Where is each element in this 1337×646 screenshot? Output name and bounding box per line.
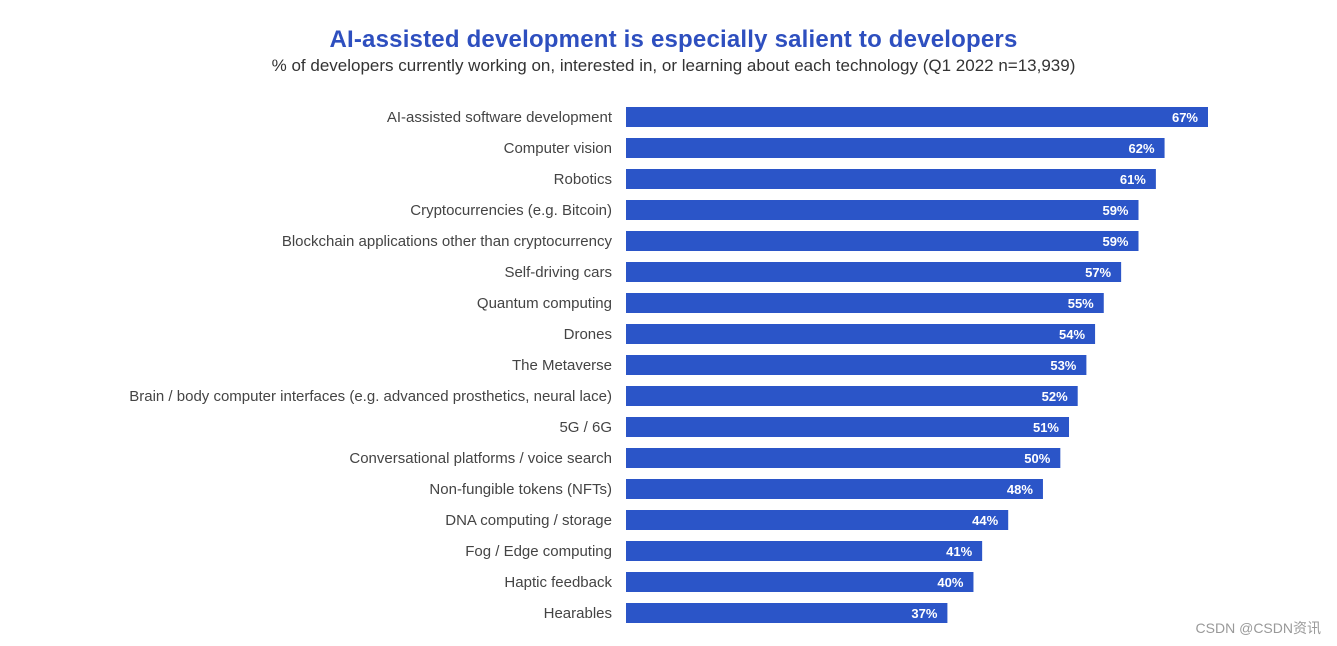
value-label: 55% xyxy=(1068,296,1094,311)
value-label: 50% xyxy=(1024,451,1050,466)
category-label: Hearables xyxy=(544,605,612,622)
value-label: 37% xyxy=(911,606,937,621)
category-label: Quantum computing xyxy=(477,295,612,312)
bar xyxy=(626,324,1096,344)
value-label: 40% xyxy=(937,575,963,590)
value-label: 48% xyxy=(1007,482,1033,497)
category-label: Self-driving cars xyxy=(504,264,612,281)
value-label: 44% xyxy=(972,513,998,528)
value-label: 53% xyxy=(1050,358,1076,373)
category-label: Brain / body computer interfaces (e.g. a… xyxy=(129,388,612,405)
bar xyxy=(626,169,1156,189)
category-label: The Metaverse xyxy=(512,357,612,374)
value-label: 52% xyxy=(1042,389,1068,404)
bar xyxy=(626,417,1070,437)
bar xyxy=(626,231,1139,251)
value-label: 41% xyxy=(946,544,972,559)
category-label: AI-assisted software development xyxy=(387,109,613,126)
category-label: Conversational platforms / voice search xyxy=(349,450,612,467)
category-label: Non-fungible tokens (NFTs) xyxy=(429,481,612,498)
category-label: Drones xyxy=(564,326,612,343)
bar xyxy=(626,107,1208,127)
value-label: 62% xyxy=(1129,141,1155,156)
category-label: Blockchain applications other than crypt… xyxy=(282,233,613,250)
category-label: Robotics xyxy=(554,171,612,188)
bar xyxy=(626,572,974,592)
bar xyxy=(626,200,1139,220)
bar xyxy=(626,262,1122,282)
chart-subtitle: % of developers currently working on, in… xyxy=(271,56,1076,75)
bar xyxy=(626,138,1165,158)
value-label: 51% xyxy=(1033,420,1059,435)
value-label: 61% xyxy=(1120,172,1146,187)
category-label: Cryptocurrencies (e.g. Bitcoin) xyxy=(410,202,612,219)
category-label: Fog / Edge computing xyxy=(465,543,612,560)
bar xyxy=(626,510,1009,530)
category-label: DNA computing / storage xyxy=(445,512,612,529)
bar xyxy=(626,293,1104,313)
category-label: Computer vision xyxy=(504,140,612,157)
bar xyxy=(626,603,948,623)
bar xyxy=(626,448,1061,468)
value-label: 59% xyxy=(1102,234,1128,249)
watermark: CSDN @CSDN资讯 xyxy=(1195,620,1321,636)
bar xyxy=(626,386,1078,406)
chart-title: AI-assisted development is especially sa… xyxy=(329,26,1018,53)
value-label: 59% xyxy=(1102,203,1128,218)
bar xyxy=(626,355,1087,375)
bar xyxy=(626,479,1043,499)
bar xyxy=(626,541,983,561)
category-label: Haptic feedback xyxy=(504,574,612,591)
category-label: 5G / 6G xyxy=(559,419,612,436)
value-label: 57% xyxy=(1085,265,1111,280)
value-label: 67% xyxy=(1172,110,1198,125)
value-label: 54% xyxy=(1059,327,1085,342)
